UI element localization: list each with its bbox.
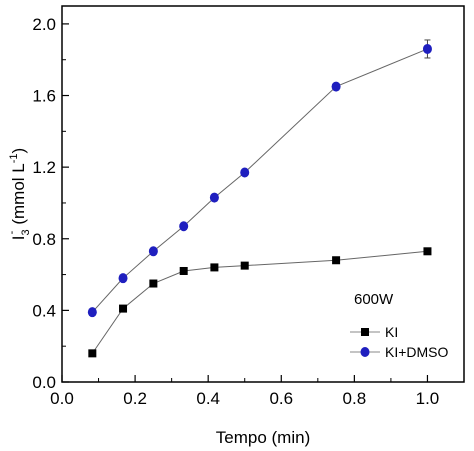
y-tick-label: 1.2: [32, 158, 56, 177]
data-point-ki: [149, 279, 158, 288]
data-point-ki-dmso: [148, 246, 158, 257]
data-point-ki: [332, 256, 341, 265]
data-point-ki-dmso: [87, 307, 97, 318]
legend-label-ki-dmso: KI+DMSO: [385, 344, 449, 360]
x-tick-label: 0.6: [269, 389, 293, 408]
y-tick-label: 2.0: [32, 15, 56, 34]
data-point-ki-dmso: [118, 273, 128, 284]
legend-marker-ki: [361, 328, 369, 336]
series-layer: [87, 39, 432, 358]
x-tick-label: 1.0: [416, 389, 440, 408]
data-point-ki: [210, 263, 219, 272]
data-point-ki-dmso: [240, 167, 250, 178]
data-point-ki-dmso: [209, 192, 219, 203]
data-point-ki: [119, 304, 128, 313]
axis-ticks: 0.0 0.2 0.4 0.6 0.8 1.0 0.0 0.4 0.8 1.2 1.6 2.0: [32, 15, 439, 408]
y-tick-label: 0.8: [32, 230, 56, 249]
data-point-ki: [240, 261, 249, 270]
plot-frame: [61, 5, 465, 383]
y-axis-title-close: ): [9, 148, 28, 154]
y-tick-label: 0.4: [32, 301, 56, 320]
data-point-ki-dmso: [331, 81, 341, 92]
y-axis-title-rest: (mmol L: [9, 163, 28, 224]
y-axis-title-main: I: [9, 235, 28, 240]
y-axis-title-sub: 3: [20, 229, 32, 235]
x-tick-label: 0.4: [196, 389, 220, 408]
data-point-ki: [88, 349, 97, 358]
y-axis-title-sup: -: [6, 230, 18, 234]
x-tick-label: 0.0: [50, 389, 74, 408]
annotation-label: 600W: [354, 291, 394, 308]
y-axis-title: I3- (mmol L-1): [6, 148, 32, 240]
series-line-ki-dmso: [91, 48, 428, 313]
data-point-ki-dmso: [179, 221, 189, 232]
series-ki: [88, 247, 432, 358]
series-ki-dmso: [87, 39, 432, 318]
legend-entry-ki-dmso: KI+DMSO: [350, 344, 449, 360]
x-tick-label: 0.8: [343, 389, 367, 408]
data-point-ki: [179, 266, 188, 275]
y-tick-label: 0.0: [32, 373, 56, 392]
y-axis-title-rest-sup: -1: [8, 153, 20, 163]
data-point-ki: [423, 247, 432, 256]
x-axis-title: Tempo (min): [216, 428, 310, 447]
y-tick-label: 1.6: [32, 87, 56, 106]
legend-entry-ki: KI: [350, 324, 398, 340]
series-line-ki: [91, 250, 428, 354]
x-tick-label: 0.2: [123, 389, 147, 408]
legend-marker-ki-dmso: [360, 347, 370, 357]
legend: KI KI+DMSO: [350, 324, 449, 360]
legend-label-ki: KI: [385, 324, 398, 340]
data-point-ki-dmso: [422, 43, 432, 54]
